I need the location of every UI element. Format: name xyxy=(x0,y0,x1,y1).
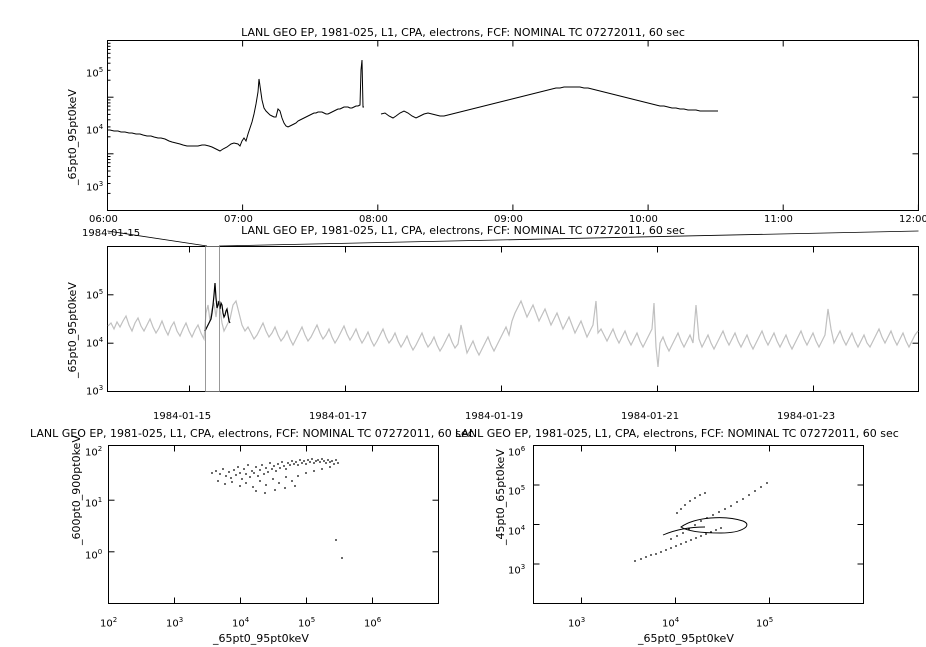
panel-bottom-right-ytick-4: 104 xyxy=(508,524,526,538)
panel-middle-xtick-4: 1984-01-23 xyxy=(777,411,836,422)
panel-middle-xtick-1: 1984-01-17 xyxy=(309,411,368,422)
panel-bottom-left-xtick-3: 105 xyxy=(298,616,316,630)
panel-top-xtick-0: 06:00 xyxy=(89,214,118,225)
panel-bottom-left-plot xyxy=(108,445,439,604)
panel-middle-ytick-3: 103 xyxy=(86,384,104,398)
panel-bottom-right-ytick-3: 103 xyxy=(508,563,526,577)
panel-top-ytick-4: 104 xyxy=(86,123,104,137)
panel-bottom-right-plot xyxy=(533,445,864,604)
panel-top-title: LANL GEO EP, 1981-025, L1, CPA, electron… xyxy=(241,26,685,39)
panel-bottom-left-xtick-2: 104 xyxy=(232,616,250,630)
panel-bottom-left-xlabel: _65pt0_95pt0keV xyxy=(213,632,309,645)
panel-middle-xtick-0: 1984-01-15 xyxy=(153,411,212,422)
panel-middle-plot xyxy=(107,246,919,392)
panel-bottom-left-ytick-0: 100 xyxy=(85,548,103,562)
panel-top-xtick-3: 09:00 xyxy=(494,214,523,225)
panel-top-xtick-6: 12:00 xyxy=(899,214,926,225)
panel-bottom-left-title: LANL GEO EP, 1981-025, L1, CPA, electron… xyxy=(30,427,474,440)
panel-top-xtick-5: 11:00 xyxy=(764,214,793,225)
panel-middle-xtick-2: 1984-01-19 xyxy=(465,411,524,422)
zoom-connector-lines xyxy=(107,230,919,247)
panel-bottom-left-ytick-1: 101 xyxy=(85,496,103,510)
panel-bottom-left-xtick-0: 102 xyxy=(100,616,118,630)
panel-bottom-right-xtick-0: 103 xyxy=(568,616,586,630)
panel-middle-xtick-3: 1984-01-21 xyxy=(621,411,680,422)
panel-bottom-right-xtick-1: 104 xyxy=(662,616,680,630)
panel-top-xtick-2: 08:00 xyxy=(359,214,388,225)
panel-bottom-left-ytick-2: 102 xyxy=(85,445,103,459)
panel-top-date-label: 1984-01-15 xyxy=(82,228,141,239)
panel-bottom-right-xtick-2: 105 xyxy=(756,616,774,630)
panel-bottom-right-ytick-5: 105 xyxy=(508,484,526,498)
panel-bottom-right-ytick-6: 106 xyxy=(508,445,526,459)
panel-top-ytick-3: 103 xyxy=(86,180,104,194)
panel-bottom-right-xlabel: _65pt0_95pt0keV xyxy=(638,632,734,645)
panel-middle-ytick-5: 105 xyxy=(86,288,104,302)
panel-top-xtick-1: 07:00 xyxy=(224,214,253,225)
panel-bottom-left-xtick-1: 103 xyxy=(166,616,184,630)
panel-top-xtick-4: 10:00 xyxy=(629,214,658,225)
panel-middle-title: LANL GEO EP, 1981-025, L1, CPA, electron… xyxy=(241,224,685,237)
panel-top-ytick-5: 105 xyxy=(86,66,104,80)
panel-bottom-right-title: LANL GEO EP, 1981-025, L1, CPA, electron… xyxy=(455,427,899,440)
panel-top-plot xyxy=(107,40,919,211)
panel-middle-ytick-4: 104 xyxy=(86,336,104,350)
panel-bottom-left-xtick-4: 106 xyxy=(364,616,382,630)
